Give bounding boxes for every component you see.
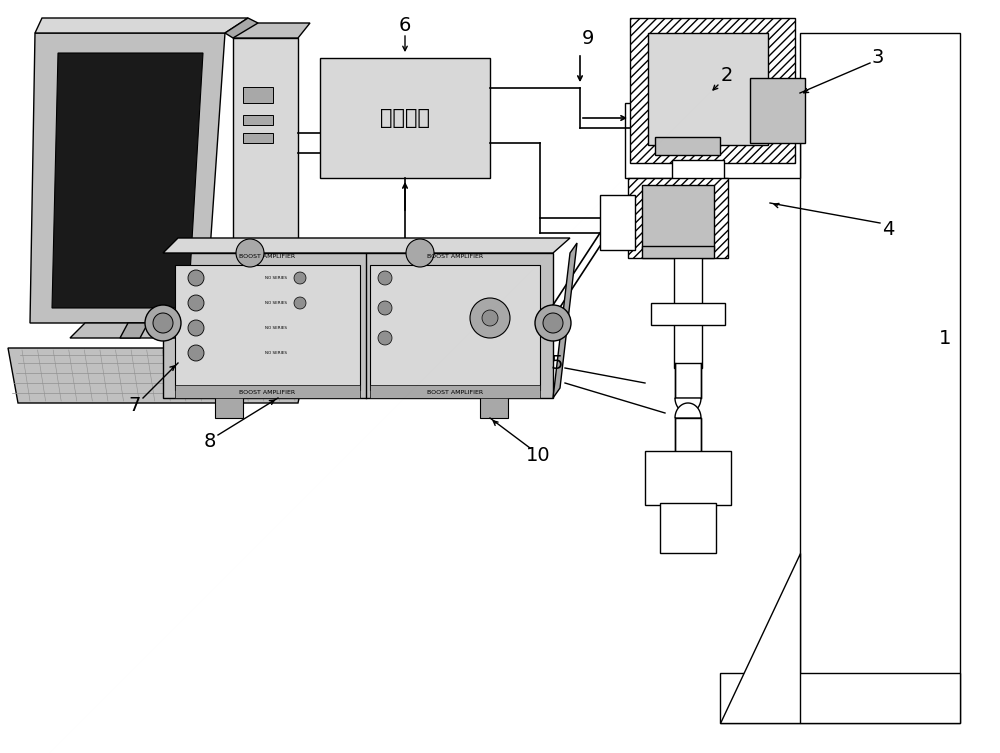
Text: BOOST AMPLIFIER: BOOST AMPLIFIER <box>239 254 295 258</box>
Polygon shape <box>30 33 225 323</box>
Polygon shape <box>120 323 148 338</box>
Circle shape <box>294 297 306 309</box>
Text: NO SERIES: NO SERIES <box>265 351 287 355</box>
Circle shape <box>378 271 392 285</box>
Circle shape <box>236 239 264 267</box>
Bar <box>243 115 273 125</box>
Bar <box>320 58 490 178</box>
Bar <box>800 33 960 723</box>
Text: 6: 6 <box>399 16 411 35</box>
Bar <box>674 253 702 368</box>
Bar <box>233 38 298 278</box>
Circle shape <box>153 313 173 333</box>
Polygon shape <box>52 53 203 308</box>
Text: 7: 7 <box>129 395 141 414</box>
Bar <box>175 265 360 390</box>
Circle shape <box>188 270 204 286</box>
Text: 控制单元: 控制单元 <box>380 108 430 128</box>
Polygon shape <box>225 18 258 38</box>
Circle shape <box>482 310 498 326</box>
Bar <box>645 451 731 505</box>
Text: BOOST AMPLIFIER: BOOST AMPLIFIER <box>427 254 483 258</box>
Circle shape <box>188 320 204 336</box>
Circle shape <box>378 331 392 345</box>
Bar <box>370 265 540 390</box>
Text: BOOST AMPLIFIER: BOOST AMPLIFIER <box>427 389 483 395</box>
Bar <box>675 418 701 453</box>
Polygon shape <box>70 323 190 338</box>
Bar <box>175 385 360 398</box>
Bar <box>648 33 768 145</box>
Circle shape <box>535 305 571 341</box>
Text: 9: 9 <box>582 29 594 47</box>
Bar <box>163 253 553 398</box>
Circle shape <box>406 239 434 267</box>
Circle shape <box>145 305 181 341</box>
Bar <box>655 137 720 155</box>
Text: 3: 3 <box>872 47 884 66</box>
Circle shape <box>470 298 510 338</box>
Bar <box>370 385 540 398</box>
Text: NO SERIES: NO SERIES <box>265 326 287 330</box>
Bar <box>215 394 243 418</box>
Polygon shape <box>233 23 310 38</box>
Bar <box>660 503 716 553</box>
Bar <box>600 195 635 250</box>
Circle shape <box>378 301 392 315</box>
Bar <box>630 18 795 163</box>
Bar <box>243 87 273 103</box>
Polygon shape <box>720 553 800 723</box>
Text: 8: 8 <box>204 431 216 450</box>
Polygon shape <box>35 18 248 33</box>
Text: 5: 5 <box>551 353 563 373</box>
Bar <box>672 160 724 218</box>
Bar <box>243 133 273 143</box>
Bar <box>628 178 728 258</box>
Text: 1: 1 <box>939 328 951 347</box>
Text: BOOST AMPLIFIER: BOOST AMPLIFIER <box>239 389 295 395</box>
Text: NO SERIES: NO SERIES <box>265 276 287 280</box>
Polygon shape <box>553 243 577 398</box>
Bar <box>642 185 714 250</box>
Bar <box>651 303 725 325</box>
Text: NO SERIES: NO SERIES <box>265 301 287 305</box>
Circle shape <box>188 345 204 361</box>
Text: 4: 4 <box>882 220 894 239</box>
Bar <box>750 78 805 143</box>
Polygon shape <box>8 348 310 403</box>
Circle shape <box>294 272 306 284</box>
Polygon shape <box>675 403 701 418</box>
Text: 10: 10 <box>526 446 550 465</box>
Bar <box>625 103 800 178</box>
Text: 2: 2 <box>721 66 733 84</box>
Bar <box>675 363 701 398</box>
Polygon shape <box>225 263 258 323</box>
Polygon shape <box>675 398 701 413</box>
Circle shape <box>543 313 563 333</box>
Circle shape <box>188 295 204 311</box>
Bar <box>720 673 960 723</box>
Bar <box>480 394 508 418</box>
Bar <box>642 246 714 258</box>
Polygon shape <box>163 238 570 253</box>
